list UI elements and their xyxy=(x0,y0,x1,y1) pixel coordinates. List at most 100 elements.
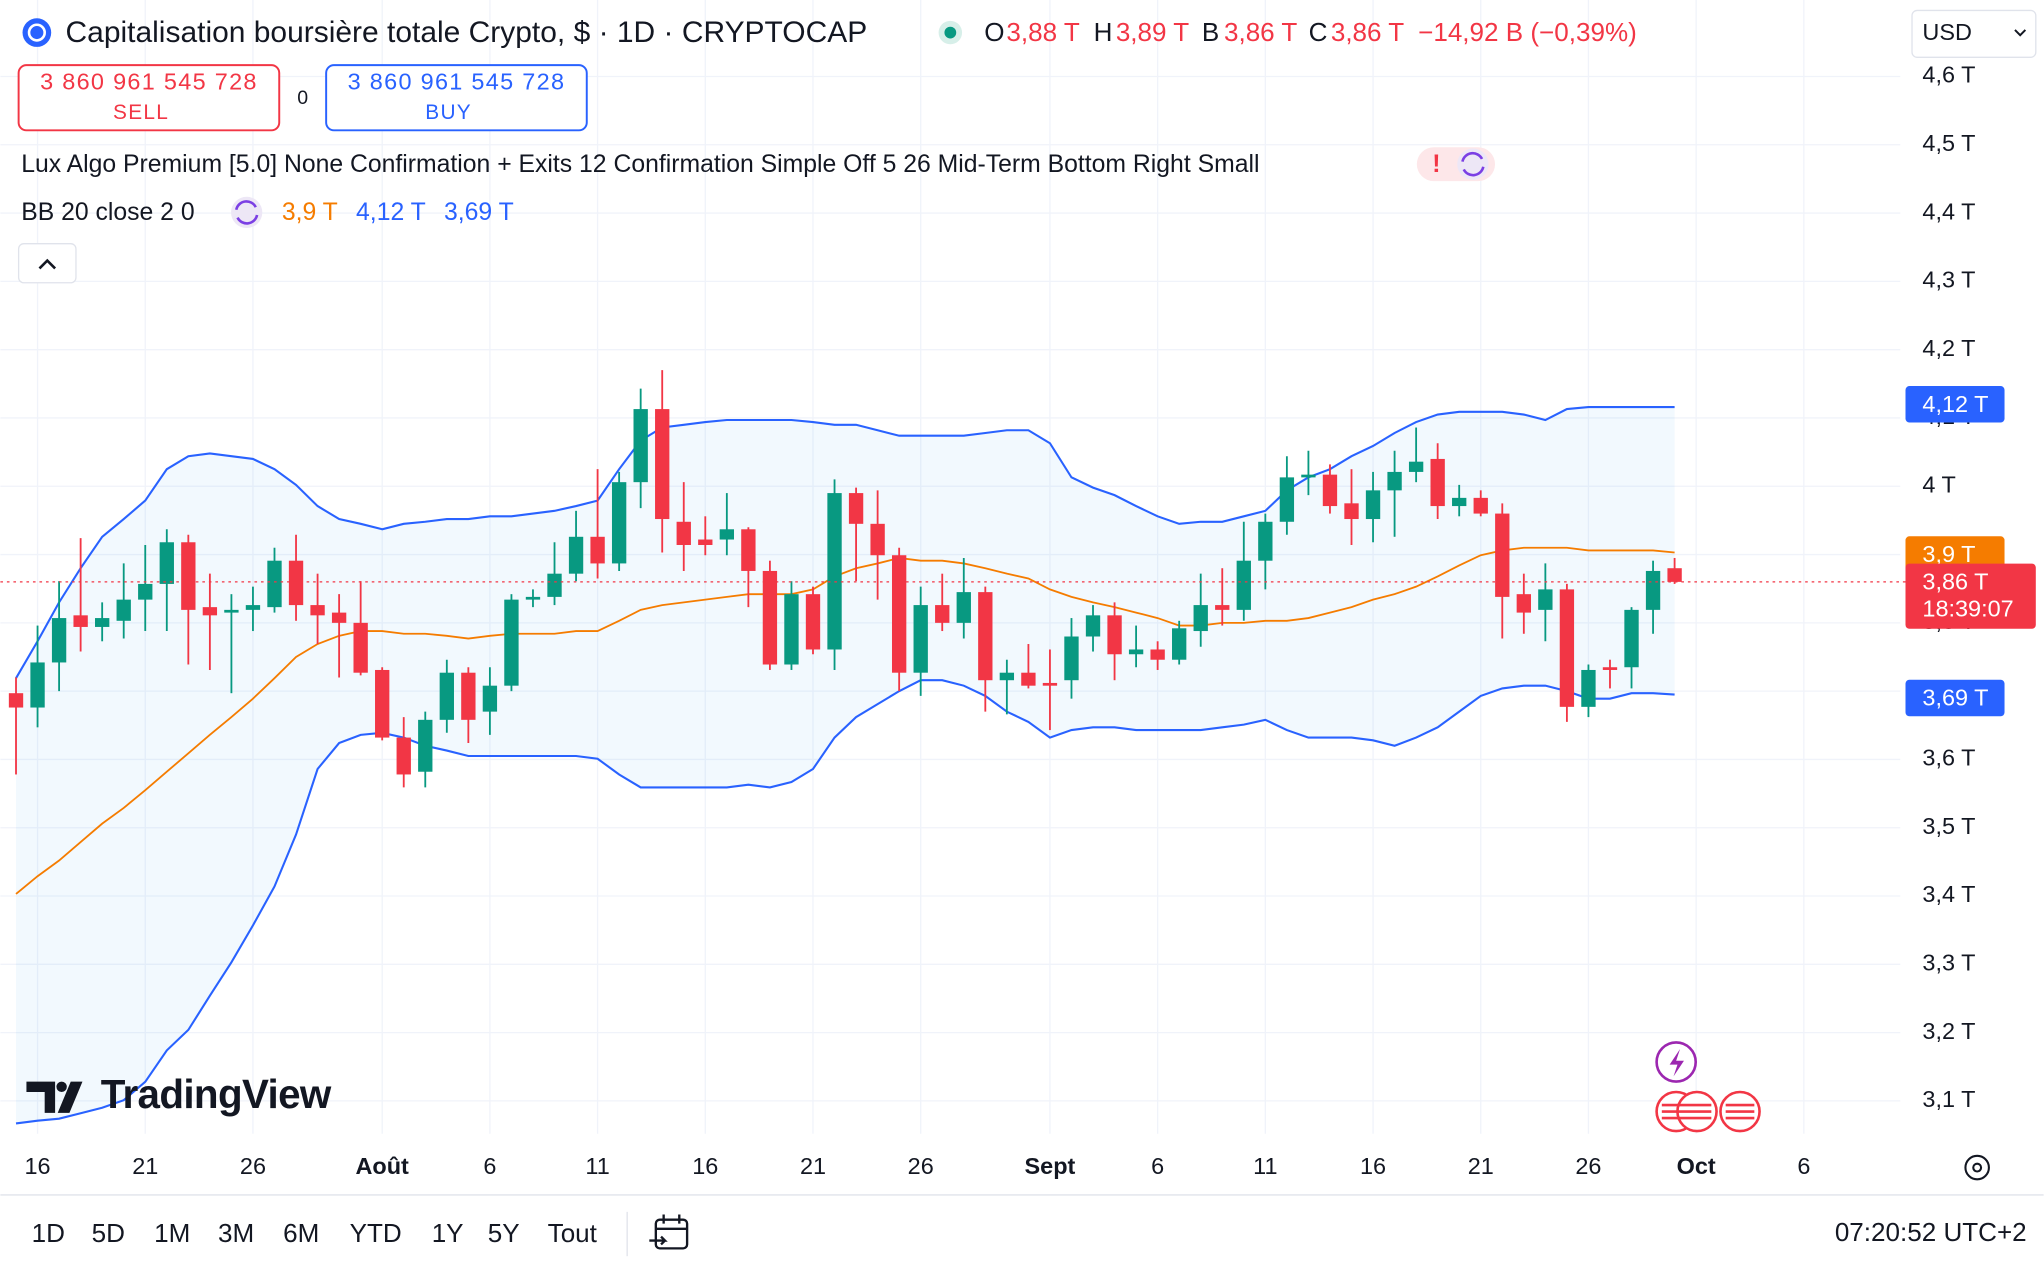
market-status-dot xyxy=(944,26,957,39)
ohlc-value: 3,86 T xyxy=(1331,17,1404,47)
candle-body xyxy=(1107,615,1122,655)
candle-body xyxy=(805,594,821,650)
x-tick-label: Sept xyxy=(1025,1153,1076,1179)
buy-price[interactable]: 3 860 961 545 728 xyxy=(348,69,566,95)
ohlc-key: C xyxy=(1309,17,1328,47)
candle-body xyxy=(95,618,110,627)
range-button[interactable]: 1Y xyxy=(432,1218,464,1248)
range-button[interactable]: 6M xyxy=(283,1218,319,1248)
candle-body xyxy=(310,605,325,616)
candle-body xyxy=(116,599,131,621)
ohlc-value: 3,86 T xyxy=(1224,17,1297,47)
candle-body xyxy=(891,555,907,673)
plot-area: 16 21 26 Août 6 11 16 21 26 Sept 6 11 16 21 26 Oct 6 3,1 … xyxy=(0,0,1975,1179)
indicator-alert[interactable]: ! xyxy=(1432,151,1440,178)
x-tick-label: Oct xyxy=(1677,1153,1716,1179)
sell-price[interactable]: 3 860 961 545 728 xyxy=(40,69,258,95)
band-fill xyxy=(16,407,1675,1124)
collapse-button[interactable] xyxy=(17,243,77,284)
candle-body xyxy=(1021,672,1036,686)
candle-body xyxy=(1667,568,1682,582)
candle-body xyxy=(848,493,864,524)
candle-body xyxy=(1452,497,1467,507)
candle-body xyxy=(827,493,842,650)
currency-caret xyxy=(2014,29,2027,37)
x-tick-label: 16 xyxy=(692,1153,718,1179)
candle-body xyxy=(1430,458,1445,507)
candle-body xyxy=(30,662,45,708)
candle-body xyxy=(1559,589,1575,707)
y-tick-label: 4,4 T xyxy=(1922,198,1975,224)
price-badge-label: 4,12 T xyxy=(1922,391,1988,417)
candle-body xyxy=(245,605,261,610)
symbol-icon-glyph xyxy=(27,23,46,42)
currency-button[interactable] xyxy=(1911,9,2037,58)
candle-body xyxy=(784,594,799,665)
last-price-badge xyxy=(1905,563,2036,629)
candle-body xyxy=(956,592,971,623)
range-button[interactable]: 1D xyxy=(32,1218,65,1248)
candle-body xyxy=(224,609,239,613)
range-button[interactable]: YTD xyxy=(350,1218,402,1248)
ohlc-key: B xyxy=(1202,17,1219,47)
candle-body xyxy=(353,622,368,673)
price-badge-label: 3,69 T xyxy=(1922,684,1988,710)
buy-label[interactable]: BUY xyxy=(425,101,472,124)
x-tick-label: 16 xyxy=(1360,1153,1386,1179)
candle-body xyxy=(1624,609,1639,668)
axis-settings[interactable] xyxy=(1964,1154,1990,1181)
date-range-icon[interactable] xyxy=(654,1218,689,1250)
candle-body xyxy=(1495,513,1510,597)
ohlc-key: H xyxy=(1094,17,1113,47)
bb-basis xyxy=(15,546,1675,895)
bb-upper xyxy=(15,405,1675,679)
candle-body xyxy=(999,672,1015,681)
candle-body xyxy=(611,482,627,564)
candle-body xyxy=(1365,490,1381,520)
x-tick-label: 6 xyxy=(1797,1153,1810,1179)
y-tick-label: 3,5 T xyxy=(1922,813,1975,839)
candle-body xyxy=(1581,669,1596,707)
candle-body xyxy=(73,615,88,627)
collapse-caret xyxy=(38,258,57,270)
candle-body xyxy=(1279,477,1295,522)
ohlc-value: 3,89 T xyxy=(1116,17,1189,47)
x-tick-label: 26 xyxy=(908,1153,934,1179)
watermark: TradingView xyxy=(101,1071,332,1117)
candle-body xyxy=(1602,667,1618,670)
range-button[interactable]: 5D xyxy=(92,1218,125,1248)
x-tick-label: 6 xyxy=(1151,1153,1164,1179)
date-range-icon-detail xyxy=(649,1214,688,1246)
y-tick-label: 4,6 T xyxy=(1922,62,1975,88)
sell-label[interactable]: SELL xyxy=(113,101,169,124)
candle-body xyxy=(1085,615,1101,637)
candle-body xyxy=(1193,605,1208,632)
candle-body xyxy=(1215,605,1230,610)
range-button[interactable]: Tout xyxy=(548,1218,598,1248)
ohlc-values: O 3,88 T H 3,89 T B 3,86 T C 3,86 T xyxy=(984,17,1404,47)
last-price-label: 3,86 T xyxy=(1922,568,1988,594)
clock[interactable]: 07:20:52 UTC+2 xyxy=(1835,1217,2027,1247)
axis-settings-core xyxy=(1972,1162,1983,1173)
indicator-bb[interactable]: BB 20 close 2 0 xyxy=(21,199,194,226)
candle-body xyxy=(1322,474,1338,507)
candle-body xyxy=(590,536,605,564)
price-badge xyxy=(1905,679,2005,717)
indicator-lux[interactable]: Lux Algo Premium [5.0] None Confirmation… xyxy=(21,151,1259,178)
candle-body xyxy=(568,536,584,574)
buy-button[interactable] xyxy=(325,64,588,132)
range-button[interactable]: 5Y xyxy=(488,1218,520,1248)
candle-body xyxy=(935,605,950,623)
x-tick-label: 21 xyxy=(800,1153,826,1179)
range-button[interactable]: 1M xyxy=(154,1218,190,1248)
x-tick-label: 26 xyxy=(1575,1153,1601,1179)
candle-body xyxy=(181,542,196,610)
currency[interactable]: USD xyxy=(1922,19,1971,45)
candle-body xyxy=(870,523,885,556)
sell-button[interactable] xyxy=(17,64,281,132)
y-tick-label: 3,4 T xyxy=(1922,881,1975,907)
range-button[interactable]: 3M xyxy=(218,1218,254,1248)
candle-body xyxy=(741,529,756,571)
y-tick-label: 4 T xyxy=(1922,471,1955,497)
